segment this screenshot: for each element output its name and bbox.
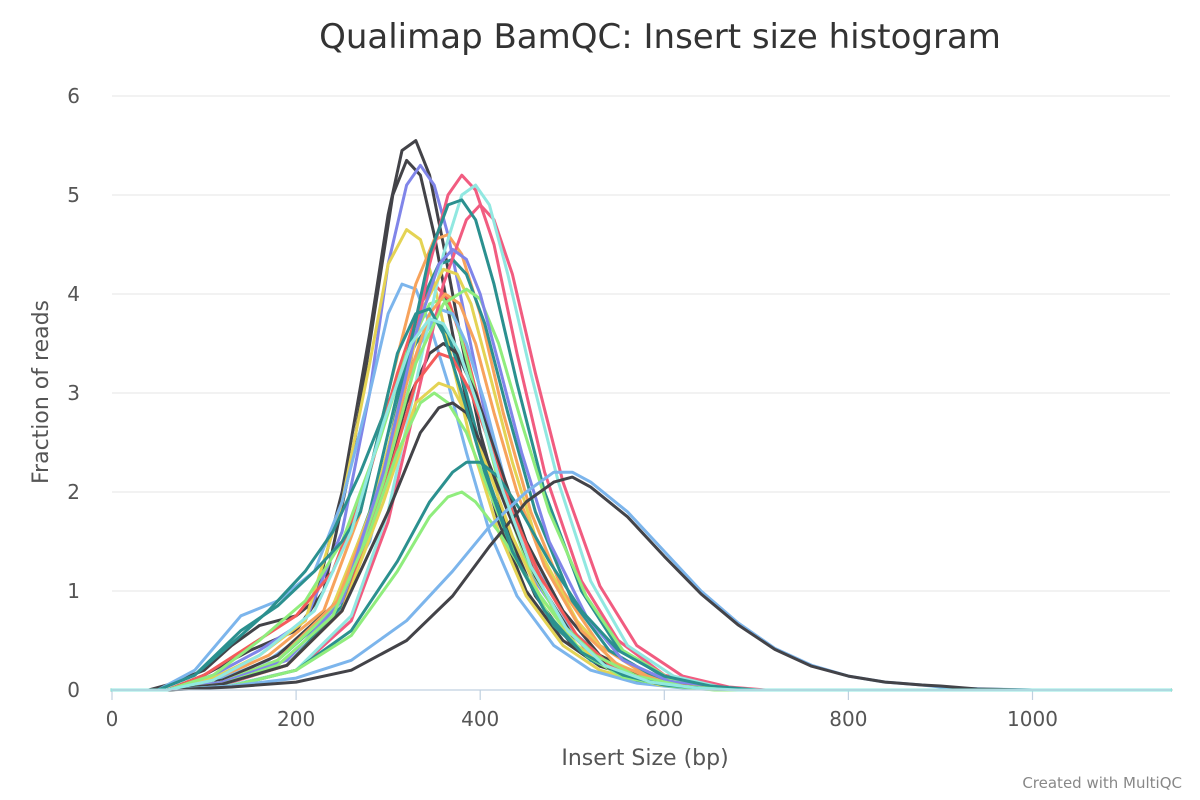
x-tick-label: 1000 bbox=[1007, 707, 1058, 731]
y-tick-label: 2 bbox=[67, 480, 80, 504]
grid-lines bbox=[112, 95, 1170, 592]
series-line-16 bbox=[110, 198, 1173, 692]
series-line-8 bbox=[110, 233, 1173, 692]
x-axis-ticks: 0 200 400 600 800 1000 bbox=[106, 690, 1058, 731]
y-tick-label: 3 bbox=[67, 381, 80, 405]
y-tick-label: 1 bbox=[67, 579, 80, 603]
series-line-17 bbox=[110, 267, 1173, 692]
series-line-21 bbox=[110, 351, 1173, 692]
series-line-30 bbox=[110, 317, 1173, 692]
x-tick-label: 600 bbox=[645, 707, 683, 731]
series-line-28 bbox=[110, 475, 1173, 692]
y-tick-label: 5 bbox=[67, 183, 80, 207]
series-line-9 bbox=[110, 297, 1173, 692]
series-line-4 bbox=[110, 228, 1173, 692]
x-axis-label: Insert Size (bp) bbox=[561, 746, 728, 771]
chart-title: Qualimap BamQC: Insert size histogram bbox=[319, 17, 1001, 57]
y-tick-label: 0 bbox=[67, 678, 80, 702]
credit-label: Created with MultiQC bbox=[1022, 774, 1182, 792]
series-line-13 bbox=[110, 173, 1173, 692]
x-tick-label: 800 bbox=[829, 707, 867, 731]
series-line-6 bbox=[110, 317, 1173, 692]
series-line-14 bbox=[110, 203, 1173, 692]
series-line-26 bbox=[110, 490, 1173, 692]
x-tick-label: 400 bbox=[461, 707, 499, 731]
y-tick-label: 6 bbox=[67, 84, 80, 108]
series-line-23 bbox=[110, 391, 1173, 692]
series-line-11 bbox=[110, 257, 1173, 692]
y-axis-ticks: 0 1 2 3 4 5 6 bbox=[67, 84, 80, 702]
y-axis-label: Fraction of reads bbox=[29, 300, 54, 484]
x-tick-label: 0 bbox=[106, 707, 119, 731]
series-line-15 bbox=[110, 183, 1173, 692]
x-tick-label: 200 bbox=[277, 707, 315, 731]
series-lines bbox=[110, 139, 1173, 692]
series-line-12 bbox=[110, 342, 1173, 692]
y-tick-label: 4 bbox=[67, 282, 80, 306]
